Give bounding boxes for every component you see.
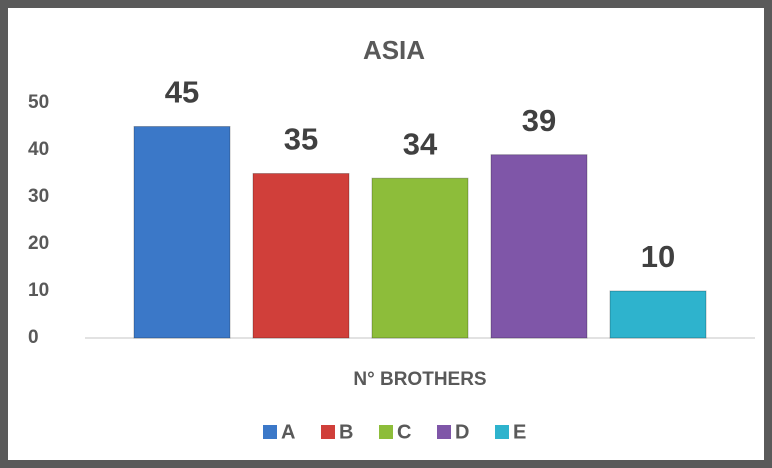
y-tick-label: 0	[28, 327, 39, 348]
y-tick-label: 10	[28, 280, 49, 301]
legend-label: D	[455, 421, 469, 443]
x-tick-label: N° BROTHERS	[353, 369, 486, 390]
legend-swatch	[263, 425, 277, 439]
data-label: 45	[165, 75, 199, 110]
bar	[609, 290, 707, 339]
y-tick-label: 20	[28, 233, 49, 254]
bar	[371, 177, 469, 339]
legend-swatch	[379, 425, 393, 439]
legend-swatch	[321, 425, 335, 439]
data-label: 39	[522, 103, 556, 138]
data-label: 10	[641, 239, 675, 274]
legend-label: B	[339, 421, 353, 443]
y-tick-label: 30	[28, 186, 49, 207]
legend-label: A	[281, 421, 295, 443]
legend-swatch	[437, 425, 451, 439]
bar	[252, 173, 350, 339]
legend-swatch	[495, 425, 509, 439]
chart-title: ASIA	[363, 35, 425, 65]
y-tick-label: 50	[28, 92, 49, 113]
legend-label: C	[397, 421, 411, 443]
y-tick-label: 40	[28, 139, 49, 160]
bar	[133, 126, 231, 339]
legend-label: E	[513, 421, 526, 443]
data-label: 34	[403, 126, 438, 161]
bar	[490, 154, 588, 339]
data-label: 35	[284, 122, 318, 157]
